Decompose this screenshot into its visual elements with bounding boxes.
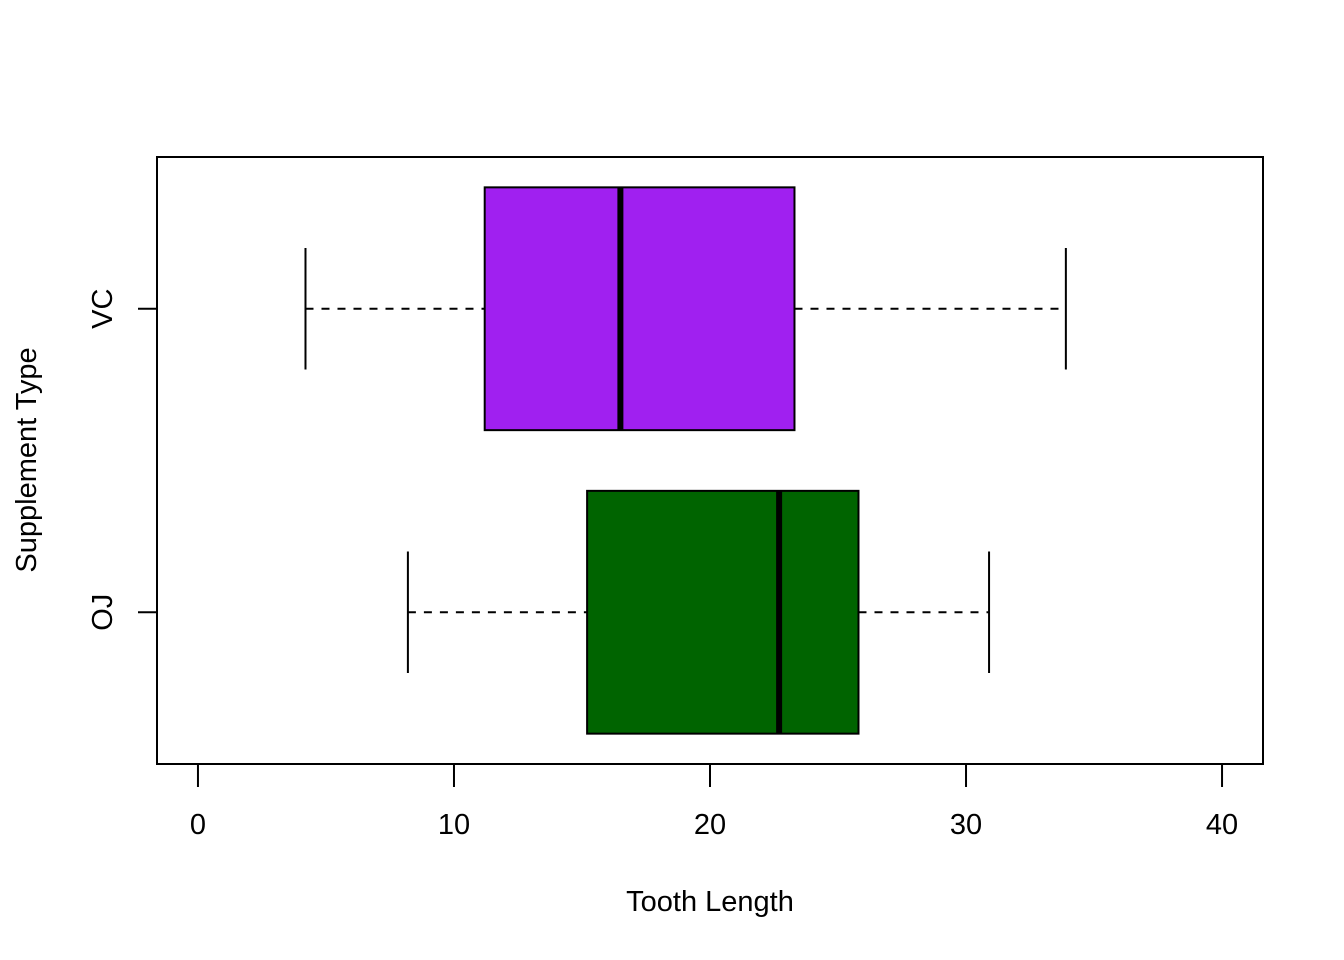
box-vc <box>483 186 796 432</box>
y-tick-label-oj: OJ <box>87 594 119 631</box>
x-tick-label-40: 40 <box>1206 809 1238 841</box>
box-group-vc <box>304 186 1067 432</box>
box-group-oj <box>406 489 991 735</box>
x-tick-label-30: 30 <box>950 809 982 841</box>
x-tick-label-0: 0 <box>190 809 206 841</box>
x-tick-label-20: 20 <box>694 809 726 841</box>
x-axis: 0 10 20 30 40 <box>190 763 1238 841</box>
y-axis: OJ VC <box>87 289 157 631</box>
x-axis-title: Tooth Length <box>626 886 794 918</box>
boxes-layer <box>304 186 1067 735</box>
y-axis-title: Supplement Type <box>11 347 43 572</box>
x-tick-label-10: 10 <box>438 809 470 841</box>
box-oj <box>586 489 860 735</box>
y-tick-label-vc: VC <box>87 289 119 329</box>
